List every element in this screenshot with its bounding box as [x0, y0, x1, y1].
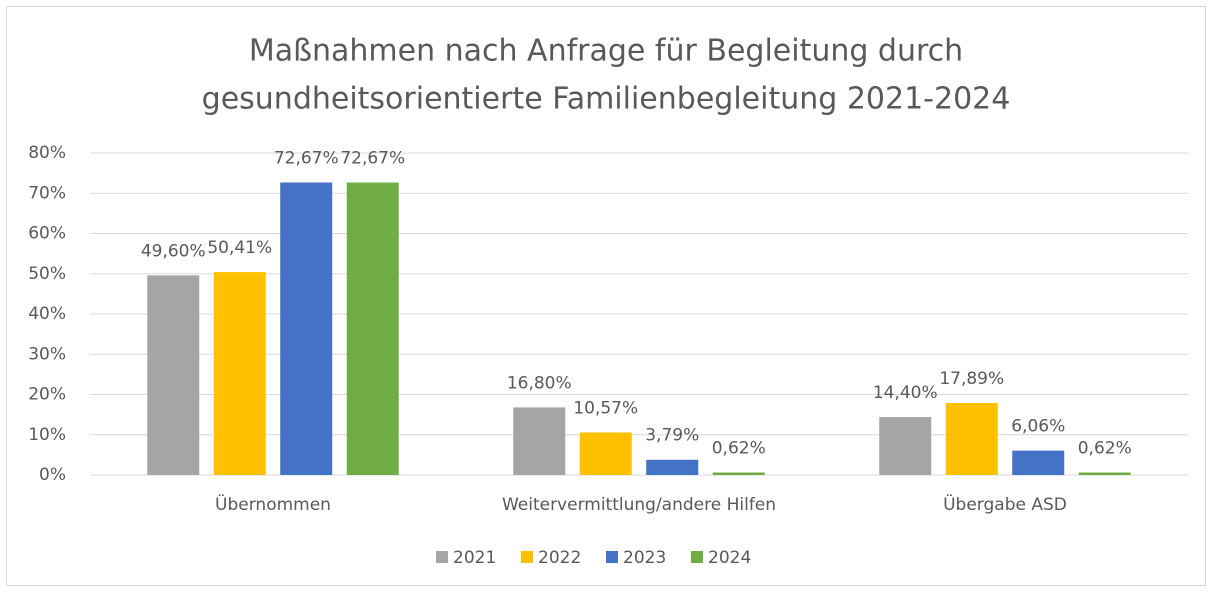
y-tick-label: 50%: [28, 264, 66, 284]
value-label: 50,41%: [207, 238, 272, 258]
value-label: 49,60%: [141, 241, 206, 261]
x-tick-label: Übergabe ASD: [943, 493, 1067, 515]
bar: [945, 402, 998, 475]
y-tick-label: 40%: [28, 304, 66, 324]
value-label: 72,67%: [340, 149, 405, 169]
value-label: 17,89%: [939, 369, 1004, 389]
legend-swatch: [606, 551, 618, 563]
bar: [346, 182, 399, 476]
value-label: 0,62%: [712, 439, 766, 459]
bar: [1012, 450, 1065, 475]
chart-title: Maßnahmen nach Anfrage für Begleitung du…: [249, 34, 963, 69]
x-tick-label: Weitervermittlung/andere Hilfen: [502, 495, 776, 515]
y-tick-label: 80%: [28, 143, 66, 163]
legend-swatch: [521, 551, 533, 563]
y-tick-label: 60%: [28, 224, 66, 244]
bar: [280, 182, 333, 476]
legend-label: 2021: [453, 548, 496, 568]
value-label: 0,62%: [1078, 439, 1132, 459]
y-tick-label: 20%: [28, 385, 66, 405]
value-label: 16,80%: [507, 373, 572, 393]
legend-swatch: [691, 551, 703, 563]
bar: [147, 275, 200, 475]
value-label: 3,79%: [645, 426, 699, 446]
y-tick-label: 10%: [28, 425, 66, 445]
value-label: 10,57%: [573, 398, 638, 418]
value-label: 72,67%: [274, 149, 339, 169]
value-label: 6,06%: [1011, 417, 1065, 437]
bar: [579, 432, 632, 475]
chart-border: [6, 6, 1206, 586]
legend-label: 2023: [623, 548, 666, 568]
bar: [1078, 472, 1131, 475]
value-label: 14,40%: [873, 383, 938, 403]
bar: [879, 417, 932, 475]
bar: [513, 407, 566, 475]
bar: [712, 472, 765, 475]
chart-title: gesundheitsorientierte Familienbegleitun…: [202, 82, 1011, 117]
bar: [646, 459, 699, 475]
x-tick-label: Übernommen: [215, 493, 331, 515]
y-tick-label: 0%: [39, 465, 66, 485]
legend-label: 2022: [538, 548, 581, 568]
y-tick-label: 70%: [28, 183, 66, 203]
legend-label: 2024: [708, 548, 751, 568]
bar: [213, 272, 266, 475]
y-tick-label: 30%: [28, 344, 66, 364]
legend-swatch: [436, 551, 448, 563]
